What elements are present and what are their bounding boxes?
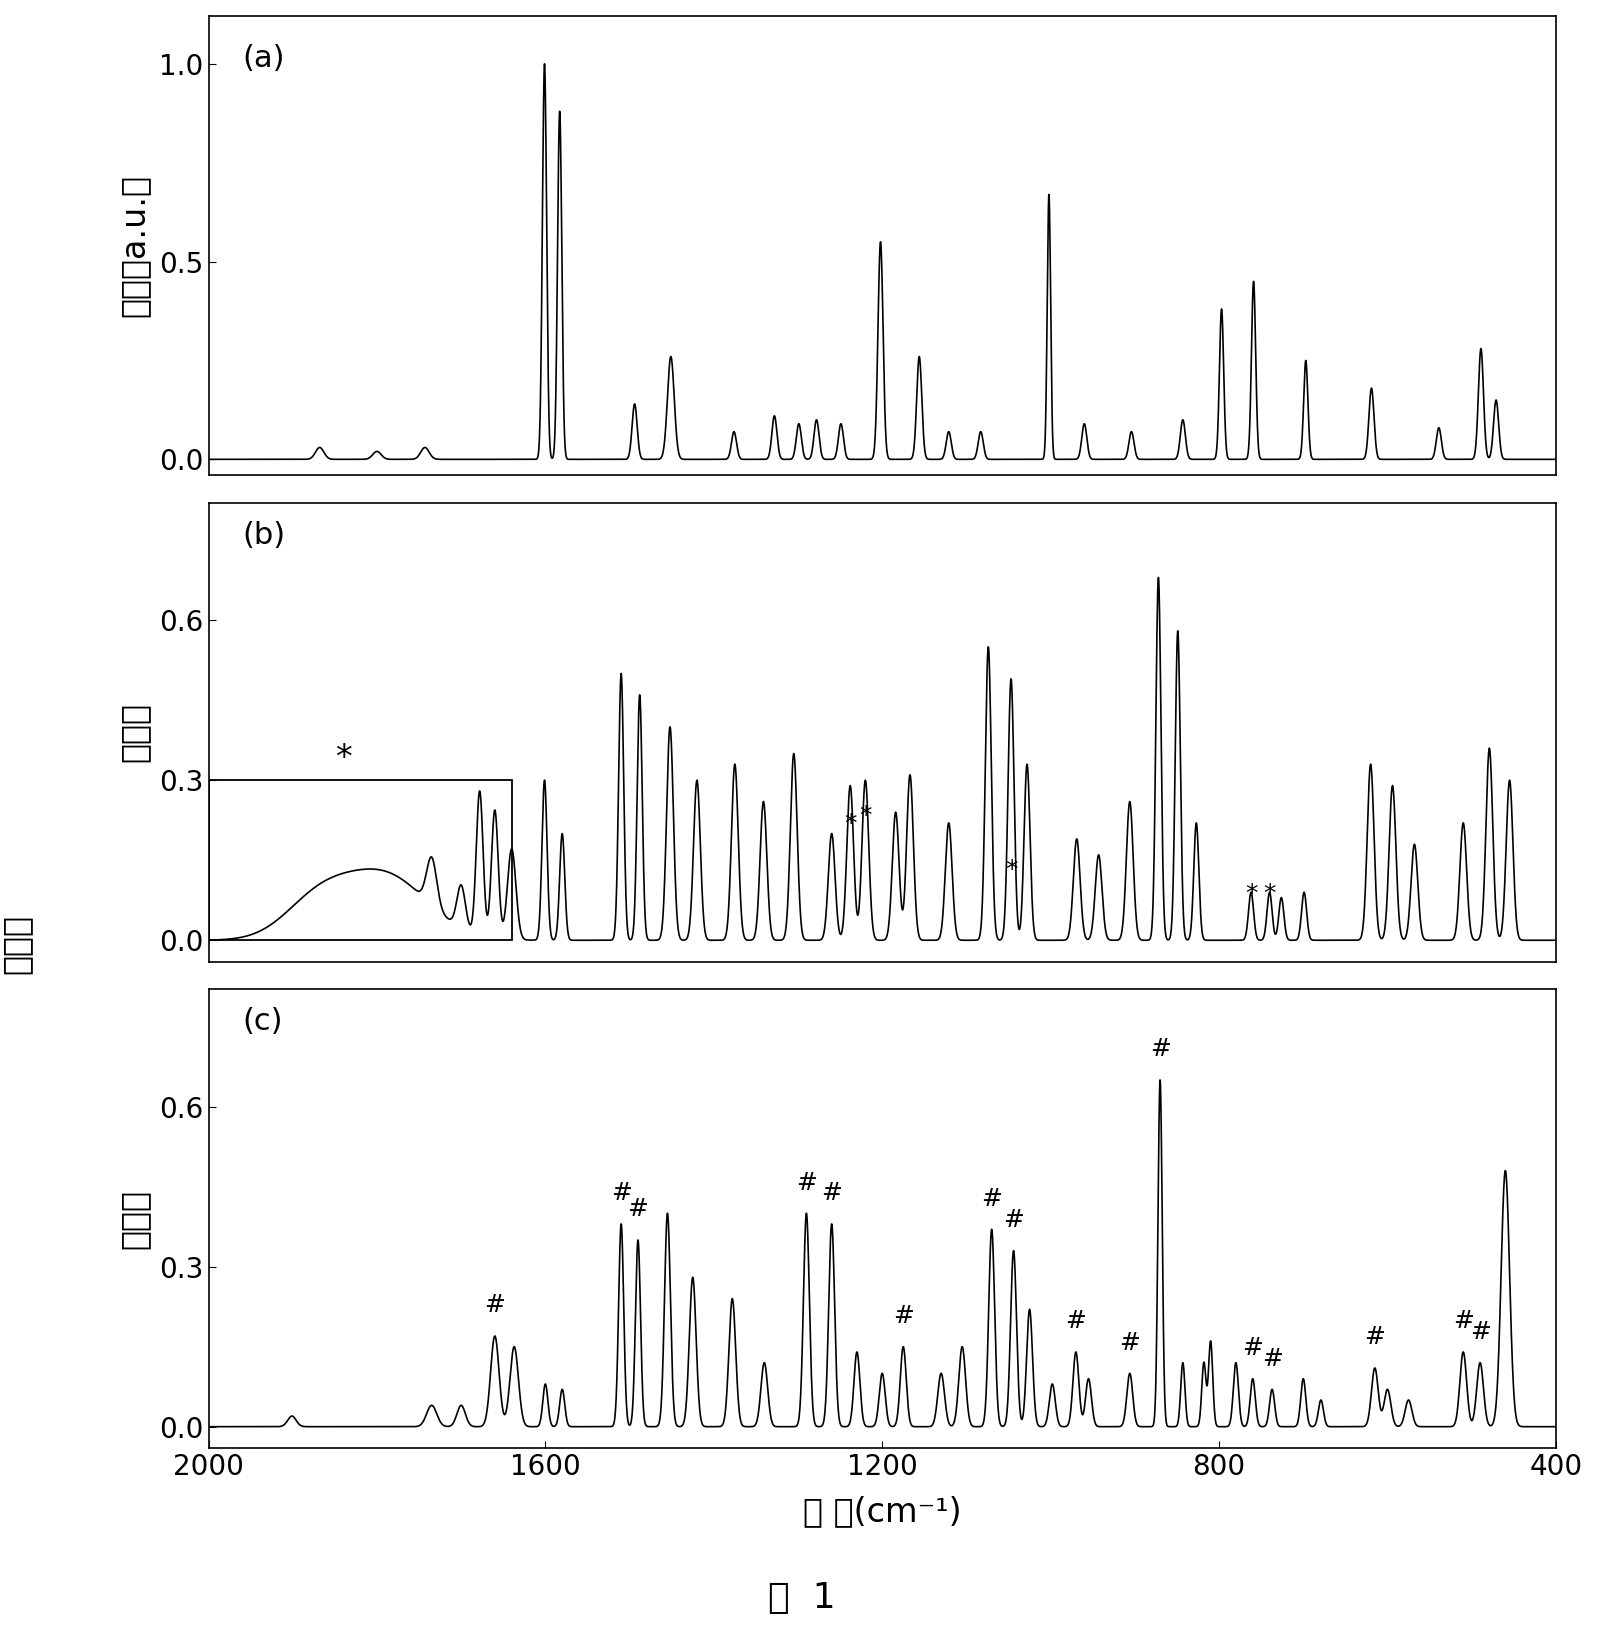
Y-axis label: 吸光度: 吸光度 <box>119 1189 151 1248</box>
Text: #: # <box>611 1181 632 1206</box>
Text: #: # <box>1365 1326 1386 1349</box>
Y-axis label: 吸光度: 吸光度 <box>119 703 151 761</box>
Text: 吸光度: 吸光度 <box>0 914 32 973</box>
X-axis label: 波 数(cm⁻¹): 波 数(cm⁻¹) <box>804 1495 961 1528</box>
Text: #: # <box>1150 1036 1171 1061</box>
Text: #: # <box>893 1303 914 1328</box>
Text: 图  1: 图 1 <box>768 1581 836 1614</box>
Text: (b): (b) <box>242 521 286 550</box>
Text: #: # <box>1241 1336 1264 1360</box>
Y-axis label: 强度（a.u.）: 强度（a.u.） <box>119 174 151 317</box>
Text: *: * <box>860 804 871 828</box>
Bar <box>209 781 512 940</box>
Text: *: * <box>1264 882 1275 906</box>
Text: #: # <box>1262 1347 1283 1370</box>
Text: #: # <box>484 1293 505 1318</box>
Text: #: # <box>796 1170 816 1194</box>
Text: #: # <box>1120 1331 1140 1355</box>
Text: *: * <box>335 742 351 774</box>
Text: (a): (a) <box>242 44 284 73</box>
Text: *: * <box>1004 857 1017 882</box>
Text: #: # <box>821 1181 842 1206</box>
Text: (c): (c) <box>242 1007 282 1036</box>
Text: #: # <box>627 1197 648 1222</box>
Text: #: # <box>1065 1310 1086 1333</box>
Text: #: # <box>1002 1207 1023 1232</box>
Text: *: * <box>1245 882 1258 906</box>
Text: #: # <box>1453 1310 1474 1333</box>
Text: #: # <box>982 1186 1002 1210</box>
Text: *: * <box>844 812 857 836</box>
Text: #: # <box>1469 1319 1490 1344</box>
